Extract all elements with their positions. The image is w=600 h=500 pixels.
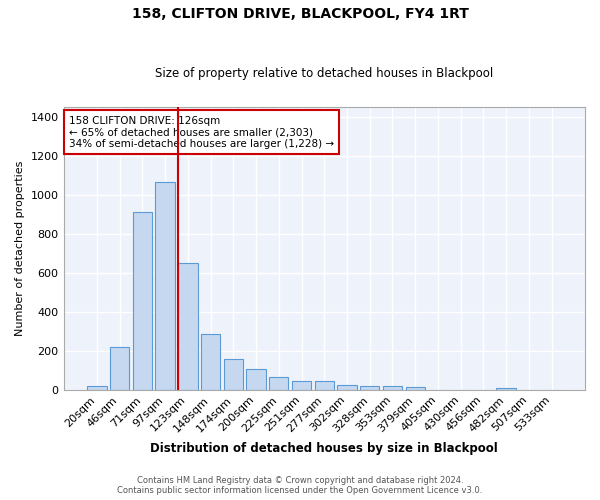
Bar xyxy=(496,388,516,390)
Bar xyxy=(110,346,130,390)
Bar xyxy=(360,386,379,390)
Bar xyxy=(155,182,175,390)
Bar xyxy=(406,388,425,390)
Bar xyxy=(224,359,243,390)
Bar xyxy=(133,212,152,390)
Bar xyxy=(178,264,197,390)
Bar xyxy=(383,386,402,390)
Bar xyxy=(87,386,107,390)
Text: 158, CLIFTON DRIVE, BLACKPOOL, FY4 1RT: 158, CLIFTON DRIVE, BLACKPOOL, FY4 1RT xyxy=(131,8,469,22)
Bar xyxy=(247,370,266,390)
Bar xyxy=(269,377,289,390)
Bar xyxy=(292,381,311,390)
Text: Contains HM Land Registry data © Crown copyright and database right 2024.
Contai: Contains HM Land Registry data © Crown c… xyxy=(118,476,482,495)
Bar xyxy=(314,381,334,390)
Bar xyxy=(337,384,356,390)
Y-axis label: Number of detached properties: Number of detached properties xyxy=(15,161,25,336)
Bar xyxy=(201,334,220,390)
Text: 158 CLIFTON DRIVE: 126sqm
← 65% of detached houses are smaller (2,303)
34% of se: 158 CLIFTON DRIVE: 126sqm ← 65% of detac… xyxy=(69,116,334,148)
Title: Size of property relative to detached houses in Blackpool: Size of property relative to detached ho… xyxy=(155,66,493,80)
X-axis label: Distribution of detached houses by size in Blackpool: Distribution of detached houses by size … xyxy=(151,442,498,455)
